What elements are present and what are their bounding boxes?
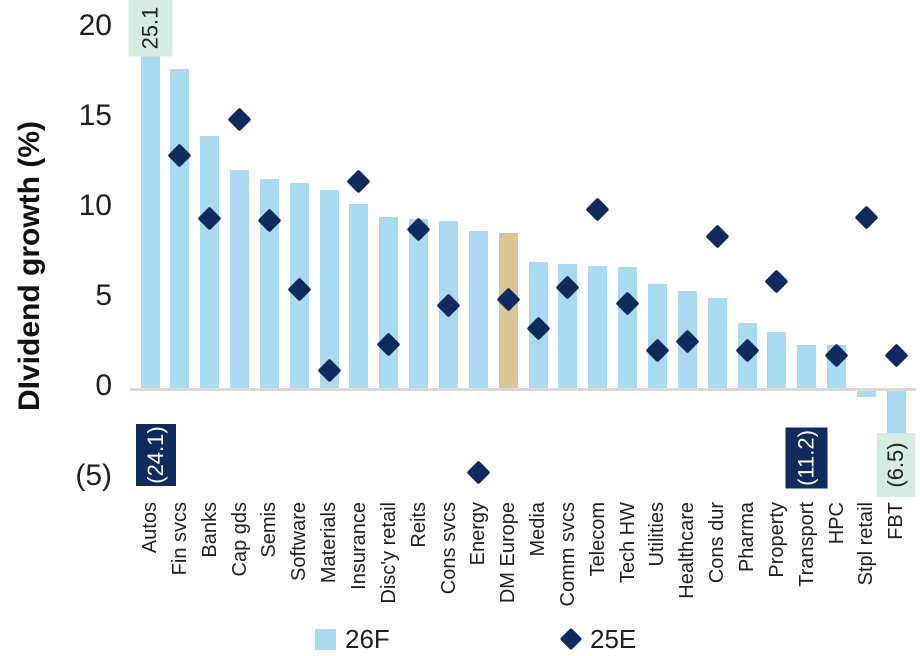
bar-property [767, 332, 787, 388]
bar-transport [797, 344, 817, 388]
x-tick-label-reits: Reits [407, 502, 430, 548]
diamond-marker-fbt [884, 343, 909, 368]
callout-navy-transport: (11.2) [785, 427, 828, 489]
diamond-marker-property [764, 269, 789, 294]
diamond-marker-energy [466, 460, 491, 485]
y-tick-label: (5) [75, 459, 112, 492]
bar-disc-y-retail [379, 217, 399, 388]
zero-axis-line [130, 388, 916, 391]
x-tick-label-cons-dur: Cons dur [706, 502, 729, 584]
bar-telecom [588, 265, 608, 388]
diamond-marker-stpl-retail [854, 204, 879, 230]
x-tick-label-pharma: Pharma [736, 502, 758, 573]
x-tick-label-comm-svcs: Comm svcs [556, 502, 579, 607]
x-tick-label-tech-hw: Tech HW [616, 502, 639, 584]
x-tick-label-transport: Transport [795, 502, 818, 587]
x-tick-label-media: Media [527, 502, 550, 557]
legend-label-25e: 25E [590, 623, 637, 654]
x-tick-label-fin-svcs: Fin svcs [168, 502, 191, 576]
diamond-marker-cap-gds [227, 107, 252, 132]
plot-area [120, 0, 916, 497]
x-tick-label-healthcare: Healthcare [676, 502, 699, 599]
x-tick-label-telecom: Telecom [586, 502, 609, 577]
bar-fin-svcs [170, 69, 190, 388]
x-tick-label-semis: Semis [258, 502, 281, 558]
x-tick-label-fbt: FBT [885, 502, 908, 540]
y-tick-label: 15 [78, 99, 112, 132]
x-tick-label-property: Property [765, 502, 788, 578]
x-tick-label-stpl-retail: Stpl retail [855, 502, 878, 586]
y-tick-label: 5 [95, 279, 112, 312]
bar-energy [468, 231, 488, 388]
y-tick-label: 0 [95, 369, 112, 402]
bar-autos [140, 0, 160, 388]
x-tick-label-cons-svcs: Cons svcs [437, 502, 460, 595]
bar-materials [319, 190, 339, 388]
x-tick-label-autos: Autos [139, 502, 161, 554]
bar-utilities [647, 283, 667, 388]
x-tick-label-hpc: HPC [825, 502, 848, 545]
x-tick-label-disc-y-retail: Disc'y retail [377, 502, 400, 604]
x-tick-label-energy: Energy [467, 502, 490, 566]
y-tick-label: 10 [78, 189, 112, 222]
x-tick-label-software: Software [288, 502, 311, 581]
callout-teal-autos: 25.1 [128, 0, 172, 57]
bar-series-swatch-icon [315, 628, 336, 650]
y-tick-label: 20 [78, 9, 112, 42]
diamond-marker-telecom [585, 197, 610, 222]
legend-item-26f: 26F [315, 622, 390, 656]
x-tick-label-materials: Materials [318, 502, 341, 584]
x-tick-label-insurance: Insurance [347, 502, 370, 590]
bar-reits [409, 218, 429, 388]
x-tick-label-banks: Banks [198, 502, 221, 558]
callout-navy-autos: (24.1) [136, 424, 176, 486]
bar-stpl-retail [856, 391, 876, 397]
x-tick-label-utilities: Utilities [646, 502, 669, 567]
bar-insurance [349, 204, 369, 388]
legend-item-25e: 25E [559, 622, 637, 656]
bar-semis [259, 179, 279, 388]
bar-cap-gds [230, 170, 250, 388]
diamond-series-swatch-icon [559, 627, 583, 651]
diamond-marker-insurance [346, 168, 371, 194]
legend-label-26f: 26F [345, 623, 390, 654]
bar-tech-hw [618, 267, 638, 388]
bar-cons-dur [707, 298, 727, 388]
diamond-marker-cons-dur [705, 224, 730, 249]
bar-banks [200, 136, 220, 388]
x-tick-label-cap-gds: Cap gds [228, 502, 251, 577]
x-tick-label-dm-europe: DM Europe [497, 502, 520, 604]
callout-teal-fbt: (6.5) [877, 433, 916, 497]
